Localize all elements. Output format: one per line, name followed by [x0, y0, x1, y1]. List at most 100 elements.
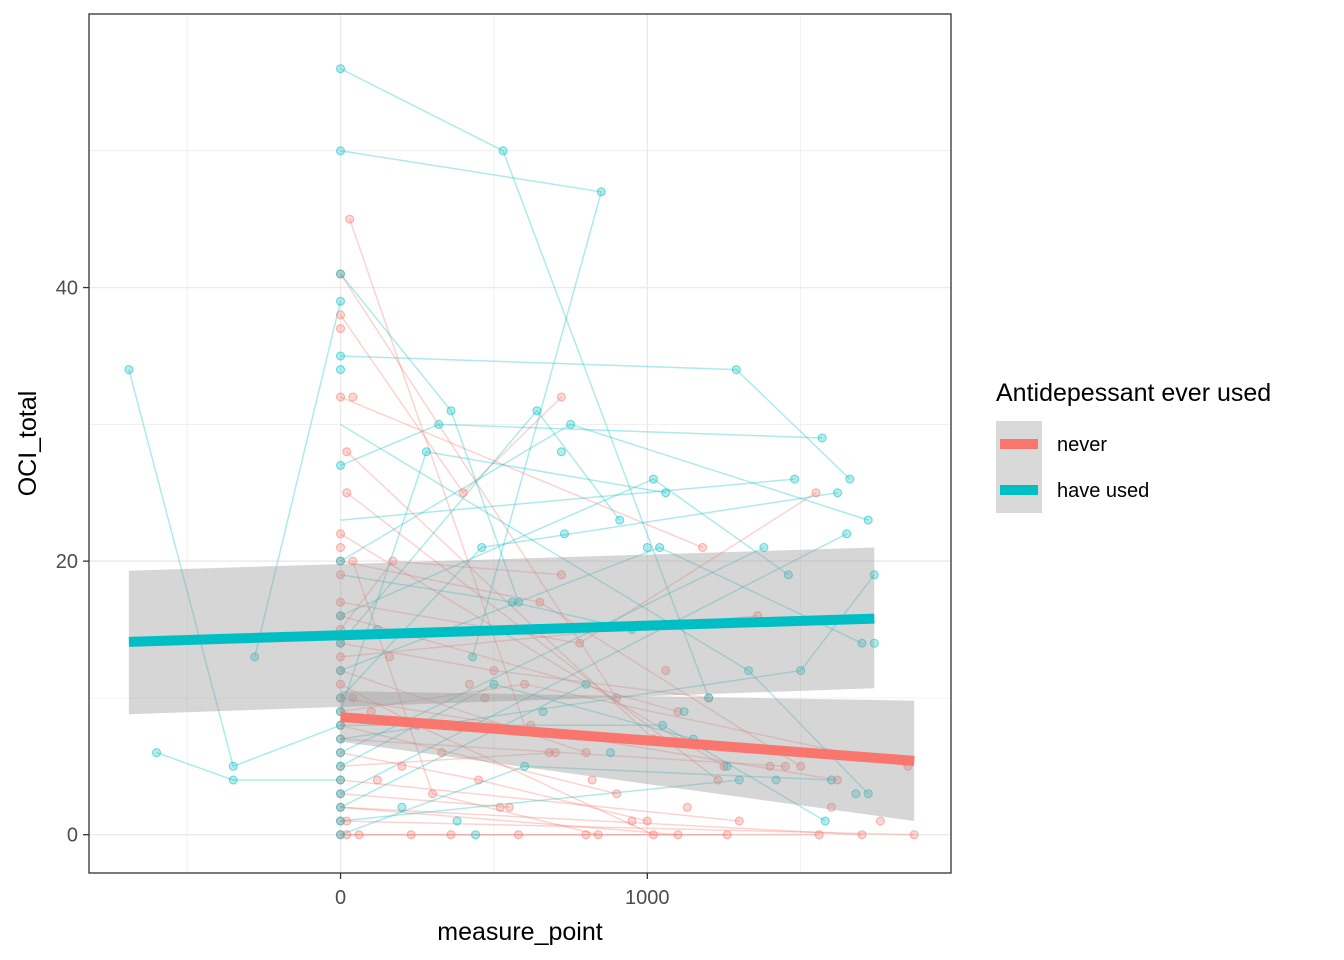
data-point: [372, 775, 382, 785]
data-point: [851, 789, 861, 799]
data-point: [336, 734, 345, 744]
data-point: [713, 775, 723, 785]
trajectory-line: [340, 533, 848, 795]
data-point: [385, 652, 395, 662]
data-point: [228, 775, 238, 785]
trajectory-line: [340, 423, 823, 467]
data-point: [124, 365, 134, 375]
data-point: [811, 488, 821, 498]
data-point: [734, 816, 744, 826]
data-point: [152, 748, 161, 758]
trajectory-line: [340, 792, 510, 809]
trajectory-line: [340, 751, 648, 822]
data-point: [342, 816, 352, 826]
data-point: [627, 816, 637, 826]
data-point: [489, 679, 499, 689]
data-point: [698, 543, 707, 552]
plot-panel: [88, 13, 952, 874]
data-point: [345, 214, 355, 224]
trajectory-line: [340, 574, 875, 740]
data-point: [336, 529, 345, 539]
data-point: [661, 488, 671, 498]
data-point: [780, 761, 790, 771]
data-point: [535, 597, 545, 607]
data-point: [642, 816, 652, 826]
data-point: [863, 789, 873, 799]
legend-entry-label: have used: [1057, 480, 1149, 502]
trajectory-line: [340, 68, 710, 699]
trajectory-line: [346, 492, 719, 781]
trajectory-line: [339, 491, 838, 699]
data-point: [336, 269, 345, 279]
data-point: [765, 761, 775, 771]
trajectory-line: [340, 806, 863, 836]
trajectory-line: [340, 478, 789, 617]
x-tick-label: 1000: [625, 887, 670, 909]
data-point: [658, 720, 668, 730]
data-point: [820, 816, 830, 826]
data-point: [783, 570, 793, 580]
data-point: [612, 789, 622, 799]
y-tick-label: 0: [67, 825, 78, 847]
data-point: [863, 515, 873, 525]
data-point: [336, 543, 345, 552]
data-point: [612, 693, 622, 703]
x-tick-label: 0: [335, 887, 346, 909]
data-point: [336, 693, 345, 703]
data-point: [869, 570, 879, 580]
data-point: [336, 570, 345, 580]
trajectory-line: [340, 642, 709, 699]
data-point: [336, 556, 345, 566]
data-point: [336, 816, 345, 826]
data-point: [336, 775, 345, 785]
trajectory-line: [340, 150, 603, 658]
data-point: [673, 830, 683, 840]
data-point: [642, 543, 652, 552]
data-point: [342, 447, 352, 457]
axes: 0 1000 0 20 40: [56, 278, 670, 909]
data-point: [477, 543, 487, 552]
data-point: [556, 392, 566, 402]
data-point: [437, 748, 447, 758]
data-point: [790, 474, 800, 484]
data-point: [336, 392, 345, 402]
data-point: [348, 392, 358, 402]
data-point: [336, 761, 345, 771]
data-point: [673, 707, 683, 717]
data-point: [520, 679, 530, 689]
data-point: [480, 693, 490, 703]
data-point: [744, 666, 753, 676]
data-point: [468, 652, 477, 662]
data-point: [336, 64, 345, 74]
trajectory-line: [339, 450, 666, 712]
data-point: [336, 460, 345, 470]
data-point: [507, 597, 517, 607]
legend-entry-label: never: [1057, 434, 1107, 456]
trajectory-line: [156, 751, 341, 781]
data-point: [566, 419, 576, 429]
data-point: [498, 146, 508, 156]
trend-lines: [128, 613, 915, 766]
data-point: [875, 816, 885, 826]
data-point: [679, 707, 689, 717]
data-point: [342, 830, 352, 840]
data-point: [833, 775, 842, 785]
x-axis-title: measure_point: [437, 918, 602, 946]
data-point: [336, 666, 345, 676]
data-point: [336, 324, 345, 334]
data-point: [869, 638, 879, 648]
trend-line: [340, 712, 915, 766]
data-point: [857, 638, 867, 648]
data-point: [814, 830, 824, 840]
trajectory-line: [340, 779, 740, 822]
data-point: [532, 406, 542, 416]
grid-lines: [89, 14, 951, 873]
data-point: [446, 406, 456, 416]
data-point: [759, 543, 769, 552]
data-point: [556, 447, 566, 457]
data-point: [575, 638, 585, 648]
data-point: [336, 652, 345, 662]
data-point: [336, 748, 345, 758]
panel-border: [88, 13, 952, 874]
